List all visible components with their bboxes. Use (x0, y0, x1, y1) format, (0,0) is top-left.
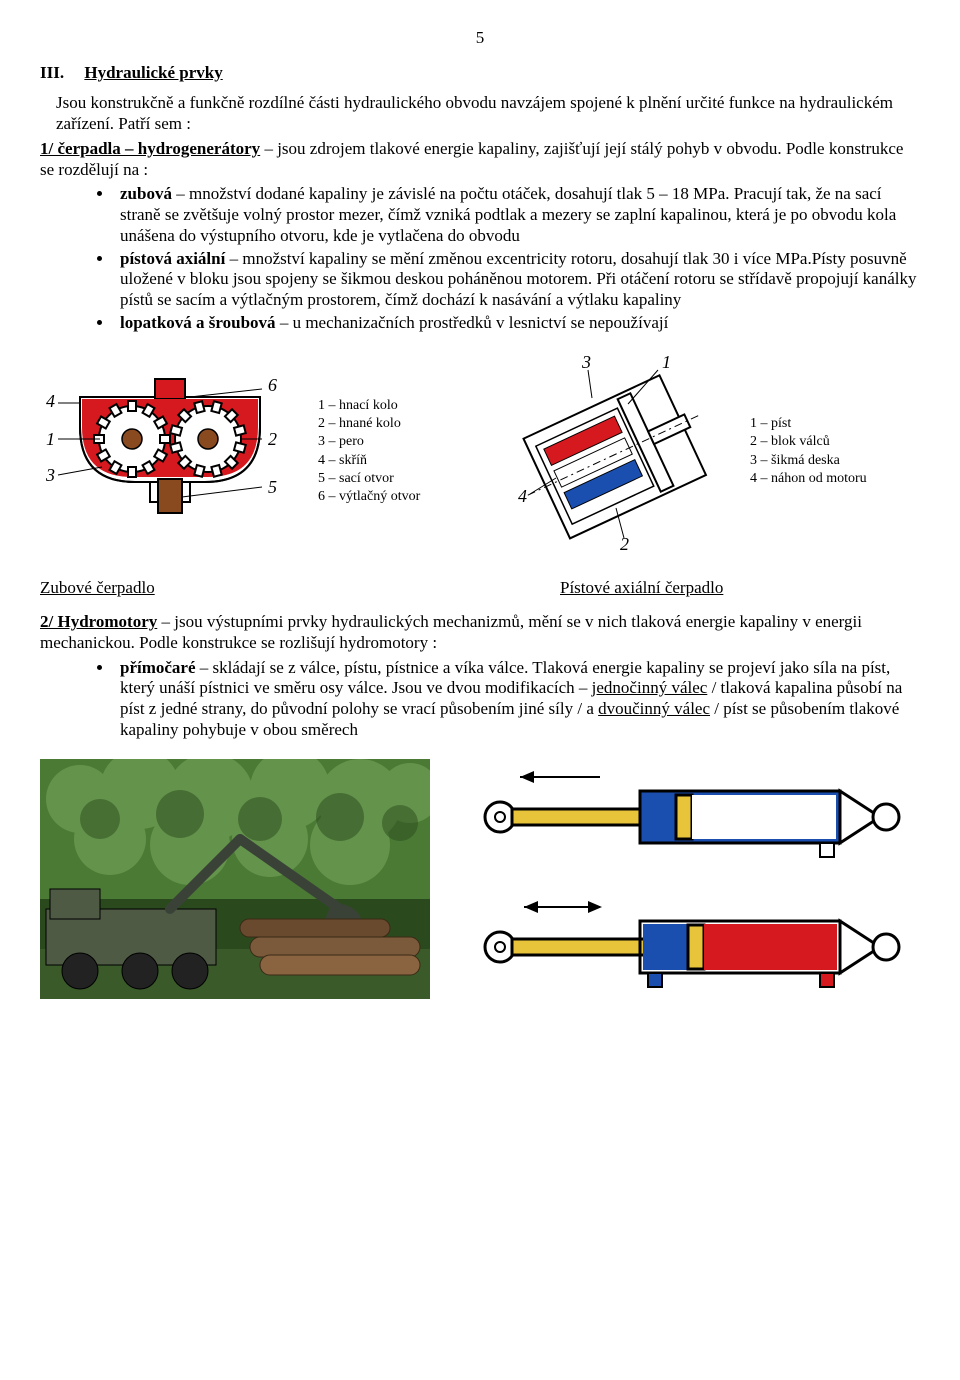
piston-legend-4: 4 – náhon od motoru (750, 470, 910, 488)
section-number: III. (40, 63, 64, 82)
item-1-lead: 1/ čerpadla – hydrogenerátory (40, 139, 260, 158)
gear-legend-6: 6 – výtlačný otvor (318, 488, 468, 506)
item-1: 1/ čerpadla – hydrogenerátory – jsou zdr… (40, 139, 920, 180)
gear-legend: 1 – hnací kolo 2 – hnané kolo 3 – pero 4… (300, 397, 468, 506)
bullet-2-1: přímočaré – skládají se z válce, pístu, … (114, 658, 920, 741)
page-number: 5 (40, 28, 920, 49)
item-2: 2/ Hydromotory – jsou výstupními prvky h… (40, 612, 920, 653)
figure-row-2 (40, 759, 920, 999)
piston-pump-svg: 1 3 4 2 (498, 352, 738, 552)
bullet-2-1-u1: jednočinný válec (592, 678, 708, 697)
svg-text:1: 1 (662, 352, 671, 372)
bullets-1: zubová – množství dodané kapaliny je záv… (40, 184, 920, 333)
cylinder-diagrams (430, 759, 910, 999)
cylinders-svg (480, 759, 910, 999)
svg-text:3: 3 (581, 352, 591, 372)
bullet-1-3: lopatková a šroubová – u mechanizačních … (114, 313, 920, 334)
bullet-1-1-lead: zubová (120, 184, 172, 203)
piston-legend-2: 2 – blok válců (750, 433, 910, 451)
svg-text:2: 2 (268, 429, 277, 449)
svg-text:3: 3 (45, 465, 55, 485)
bullet-1-1: zubová – množství dodané kapaliny je záv… (114, 184, 920, 246)
bullet-2-1-lead: přímočaré (120, 658, 196, 677)
svg-text:6: 6 (268, 375, 277, 395)
bullet-2-1-u2: dvoučinný válec (598, 699, 710, 718)
caption-row: Zubové čerpadlo Pístové axiální čerpadlo (40, 578, 920, 599)
gear-legend-2: 2 – hnané kolo (318, 415, 468, 433)
bullet-1-2-rest: – množství kapaliny se mění změnou excen… (120, 249, 917, 309)
forestry-photo (40, 759, 430, 999)
gear-legend-3: 3 – pero (318, 433, 468, 451)
figure-row-1: 4 1 3 6 2 5 1 – hnací kolo 2 – hnané kol… (40, 352, 920, 552)
bullet-1-3-lead: lopatková a šroubová (120, 313, 276, 332)
intro-paragraph: Jsou konstrukčně a funkčně rozdílné část… (56, 93, 920, 134)
piston-pump-figure: 1 3 4 2 (468, 352, 738, 552)
bullet-1-1-rest: – množství dodané kapaliny je závislé na… (120, 184, 896, 244)
caption-gear: Zubové čerpadlo (40, 578, 560, 599)
section-title: Hydraulické prvky (84, 63, 222, 82)
bullets-2: přímočaré – skládají se z válce, pístu, … (40, 658, 920, 741)
item-2-lead: 2/ Hydromotory (40, 612, 157, 631)
svg-text:4: 4 (518, 486, 527, 506)
svg-text:4: 4 (46, 391, 55, 411)
section-heading: III. Hydraulické prvky (40, 63, 920, 84)
bullet-1-2-lead: pístová axiální (120, 249, 225, 268)
piston-legend-1: 1 – píst (750, 415, 910, 433)
svg-text:1: 1 (46, 429, 55, 449)
svg-text:5: 5 (268, 477, 277, 497)
caption-piston: Pístové axiální čerpadlo (560, 578, 723, 599)
piston-legend: 1 – píst 2 – blok válců 3 – šikmá deska … (738, 415, 910, 488)
forestry-svg (40, 759, 430, 999)
gear-legend-5: 5 – sací otvor (318, 470, 468, 488)
item-2-rest: – jsou výstupními prvky hydraulických me… (40, 612, 862, 652)
gear-pump-figure: 4 1 3 6 2 5 (40, 357, 300, 547)
gear-legend-1: 1 – hnací kolo (318, 397, 468, 415)
piston-legend-3: 3 – šikmá deska (750, 452, 910, 470)
bullet-1-3-rest: – u mechanizačních prostředků v lesnictv… (276, 313, 669, 332)
gear-legend-4: 4 – skříň (318, 452, 468, 470)
svg-text:2: 2 (620, 534, 629, 552)
bullet-1-2: pístová axiální – množství kapaliny se m… (114, 249, 920, 311)
gear-pump-svg: 4 1 3 6 2 5 (40, 357, 300, 547)
